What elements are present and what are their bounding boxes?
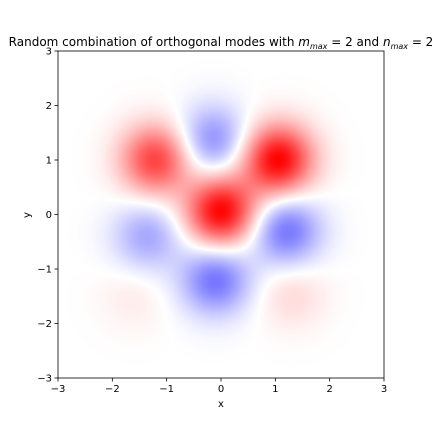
x-tick-label: 3 bbox=[381, 384, 387, 395]
x-tick-label: 0 bbox=[218, 384, 224, 395]
y-tick-label: 2 bbox=[46, 101, 52, 112]
x-axis-label: x bbox=[218, 399, 224, 410]
y-tick-label: −3 bbox=[37, 374, 52, 385]
y-tick-label: 1 bbox=[46, 156, 52, 167]
plot-area bbox=[57, 50, 385, 379]
y-tick-label: 3 bbox=[46, 47, 52, 58]
x-tick-label: 1 bbox=[272, 384, 278, 395]
x-tick-label: −1 bbox=[159, 384, 174, 395]
heatmap-image bbox=[58, 51, 384, 378]
chart-title: Random combination of orthogonal modes w… bbox=[9, 35, 432, 51]
y-axis: −3 −2 −1 0 1 2 3 bbox=[37, 47, 58, 385]
y-axis-label: y bbox=[22, 212, 33, 218]
x-tick-label: −2 bbox=[105, 384, 120, 395]
x-tick-label: −3 bbox=[51, 384, 66, 395]
y-tick-label: −1 bbox=[37, 265, 52, 276]
x-axis: −3 −2 −1 0 1 2 3 bbox=[51, 378, 387, 395]
y-tick-label: 0 bbox=[46, 210, 52, 221]
y-tick-label: −2 bbox=[37, 319, 52, 330]
x-tick-label: 2 bbox=[326, 384, 332, 395]
